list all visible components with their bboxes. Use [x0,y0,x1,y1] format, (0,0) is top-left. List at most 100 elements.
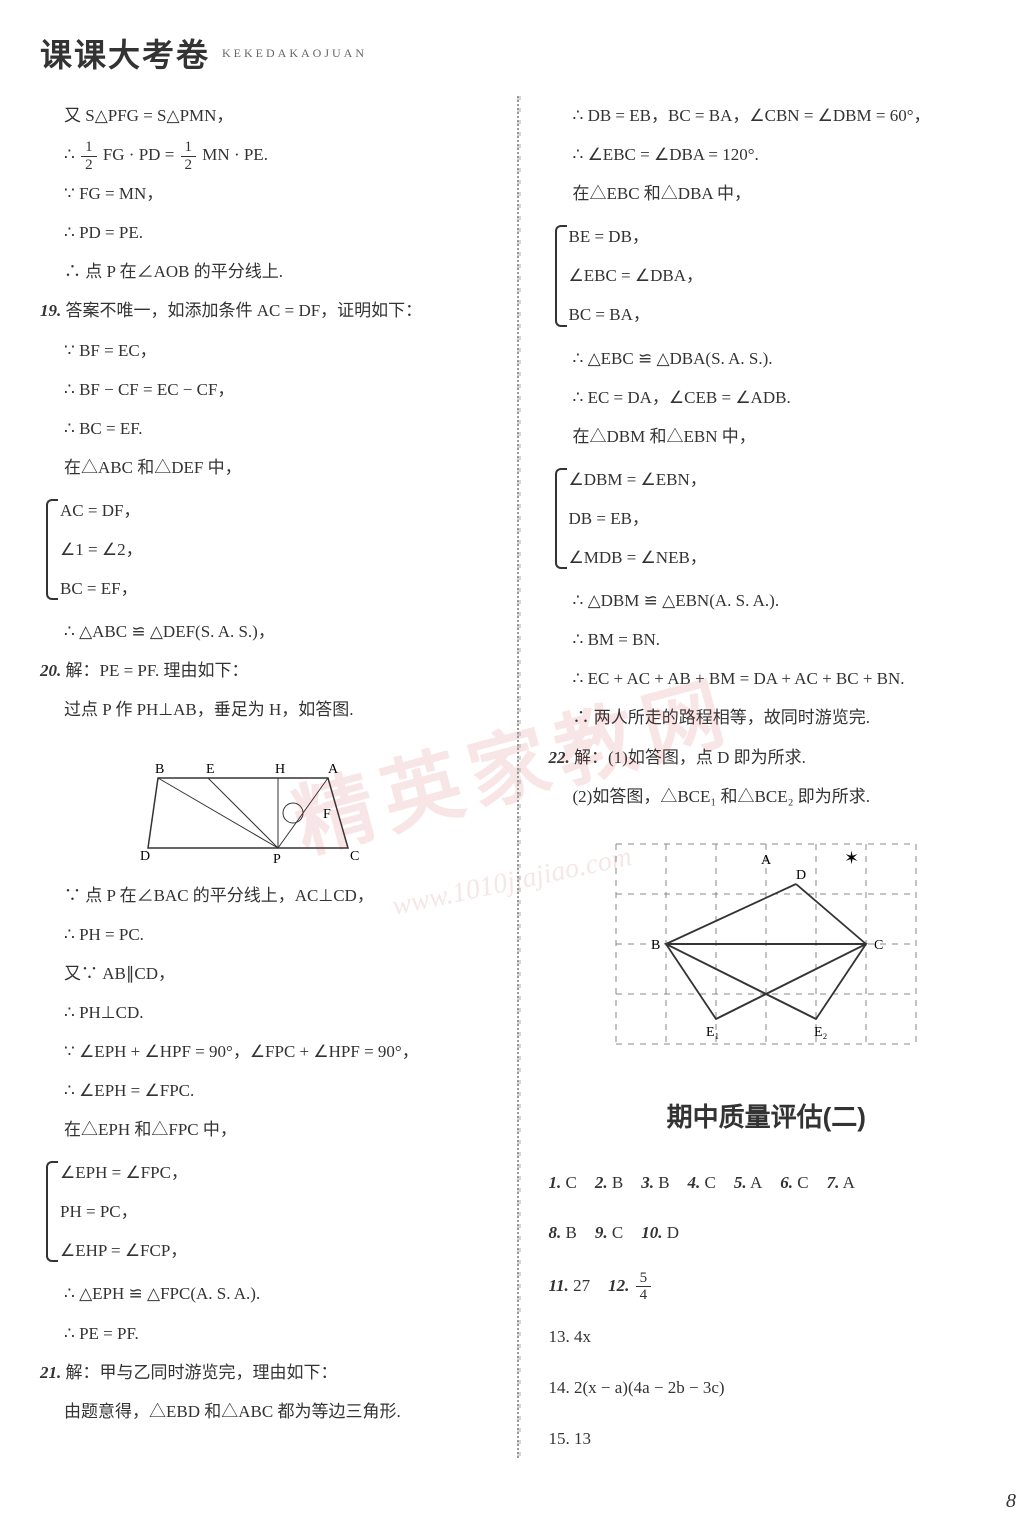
brace-line: BC = EF， [60,569,476,608]
brace-group: BE = DB， ∠EBC = ∠DBA， BC = BA， [549,217,985,334]
line: ∴ BM = BN. [549,620,985,659]
figure-20: B E H A F D P C [128,738,388,868]
brace-line: BC = BA， [569,295,985,334]
answer-line: 13. 4x [549,1317,985,1356]
denominator: 2 [181,157,197,174]
line: 解：甲与乙同时游览完，理由如下： [66,1363,338,1382]
q21: 21. 解：甲与乙同时游览完，理由如下： [40,1353,476,1392]
brace-line: AC = DF， [60,491,476,530]
answer: 4. C [688,1163,716,1202]
text: ∴ [64,145,79,164]
brace-line: ∠1 = ∠2， [60,530,476,569]
svg-text:B: B [651,938,660,953]
brace-line: ∠EBC = ∠DBA， [569,256,985,295]
line: ∴ PH = PC. [40,915,476,954]
line: ∴ DB = EB，BC = BA，∠CBN = ∠DBM = 60°， [549,96,985,135]
section-title: 期中质量评估(二) [549,1088,985,1148]
column-divider [517,96,519,1458]
line: 又 S△PFG = S△PMN， [40,96,476,135]
line: ∴ 两人所走的路程相等，故同时游览完. [549,698,985,737]
brace-line: ∠EHP = ∠FCP， [60,1231,476,1270]
line: 在△EPH 和△FPC 中， [40,1110,476,1149]
label-F: F [323,807,331,822]
brace-group: ∠DBM = ∠EBN， DB = EB， ∠MDB = ∠NEB， [549,460,985,577]
logo-pinyin: KEKEDAKAOJUAN [222,46,367,61]
question-number: 20. [40,661,61,680]
numerator: 5 [636,1270,652,1288]
line: ∴ PD = PE. [40,213,476,252]
svg-text:✶: ✶ [844,848,859,868]
line: 在△DBM 和△EBN 中， [549,417,985,456]
denominator: 2 [81,157,97,174]
text: FG · PD = [103,145,179,164]
label-A: A [328,762,339,777]
brace-group: AC = DF， ∠1 = ∠2， BC = EF， [40,491,476,608]
answer: 11. 27 [549,1266,591,1305]
answer: 7. A [827,1163,855,1202]
label-E: E [206,762,215,777]
q22: 22. 解：(1)如答图，点 D 即为所求. [549,738,985,777]
line: ∴ △DBM ≌ △EBN(A. S. A.). [549,581,985,620]
line: 由题意得，△EBD 和△ABC 都为等边三角形. [40,1392,476,1431]
brace-line: PH = PC， [60,1192,476,1231]
line: ∴ ∠EPH = ∠FPC. [40,1071,476,1110]
right-column: ∴ DB = EB，BC = BA，∠CBN = ∠DBM = 60°， ∴ ∠… [549,96,985,1458]
label-H: H [275,762,285,777]
question-number: 21. [40,1363,61,1382]
question-number: 22. [549,748,570,767]
line: ∴ △EBC ≌ △DBA(S. A. S.). [549,339,985,378]
brace-line: BE = DB， [569,217,985,256]
svg-text:E₂: E₂ [814,1025,828,1040]
denominator: 4 [636,1287,652,1304]
svg-text:D: D [796,868,806,883]
line: ∴ 1 2 FG · PD = 1 2 MN · PE. [40,135,476,174]
answer: 9. C [595,1213,623,1252]
line: ∴ △EPH ≌ △FPC(A. S. A.). [40,1274,476,1313]
svg-text:A: A [761,853,772,868]
answer-line: 15. 13 [549,1419,985,1458]
frac-half: 1 2 [81,139,97,173]
numerator: 1 [181,139,197,157]
line: ∴ △ABC ≌ △DEF(S. A. S.)， [40,612,476,651]
line: ∴ BF − CF = EC − CF， [40,370,476,409]
answer: 1. C [549,1163,577,1202]
line: ∴ PH⊥CD. [40,993,476,1032]
line: 在△EBC 和△DBA 中， [549,174,985,213]
label-P: P [273,852,281,867]
figure-22: A D B C E₁ E₂ ✶ [596,824,936,1064]
numerator: 1 [81,139,97,157]
line: 过点 P 作 PH⊥AB，垂足为 H，如答图. [40,690,476,729]
line: (2)如答图，△BCE₁ 和△BCE₂ 即为所求. [549,777,985,816]
answer: 12. 5 4 [608,1266,653,1305]
line: 解：(1)如答图，点 D 即为所求. [574,748,806,767]
question-number: 19. [40,301,61,320]
line: ∴ 点 P 在∠AOB 的平分线上. [40,252,476,291]
answer: 6. C [780,1163,808,1202]
page-header: 课课大考卷 KEKEDAKAOJUAN [40,30,984,76]
logo-main: 课课大考卷 [40,30,210,76]
answer: 2. B [595,1163,623,1202]
frac-half: 1 2 [181,139,197,173]
line: ∴ EC = DA，∠CEB = ∠ADB. [549,378,985,417]
svg-text:C: C [874,938,883,953]
brace-line: ∠MDB = ∠NEB， [569,538,985,577]
line: 在△ABC 和△DEF 中， [40,448,476,487]
answer: 5. A [734,1163,762,1202]
line: 答案不唯一，如添加条件 AC = DF，证明如下： [66,301,423,320]
answers-row-2: 8. B 9. C 10. D [549,1213,985,1252]
answer-line: 14. 2(x − a)(4a − 2b − 3c) [549,1368,985,1407]
answer: 10. D [641,1213,679,1252]
line: ∴ PE = PF. [40,1314,476,1353]
q20: 20. 解：PE = PF. 理由如下： [40,651,476,690]
frac-5-4: 5 4 [636,1270,652,1304]
line: ∵ BF = EC， [40,331,476,370]
line: ∴ EC + AC + AB + BM = DA + AC + BC + BN. [549,659,985,698]
left-column: 又 S△PFG = S△PMN， ∴ 1 2 FG · PD = 1 2 MN … [40,96,487,1458]
label-C: C [350,849,359,864]
line: ∵ ∠EPH + ∠HPF = 90°，∠FPC + ∠HPF = 90°， [40,1032,476,1071]
line: ∵ FG = MN， [40,174,476,213]
text: MN · PE. [202,145,268,164]
svg-text:E₁: E₁ [706,1025,719,1040]
label-D: D [140,849,150,864]
brace-line: DB = EB， [569,499,985,538]
